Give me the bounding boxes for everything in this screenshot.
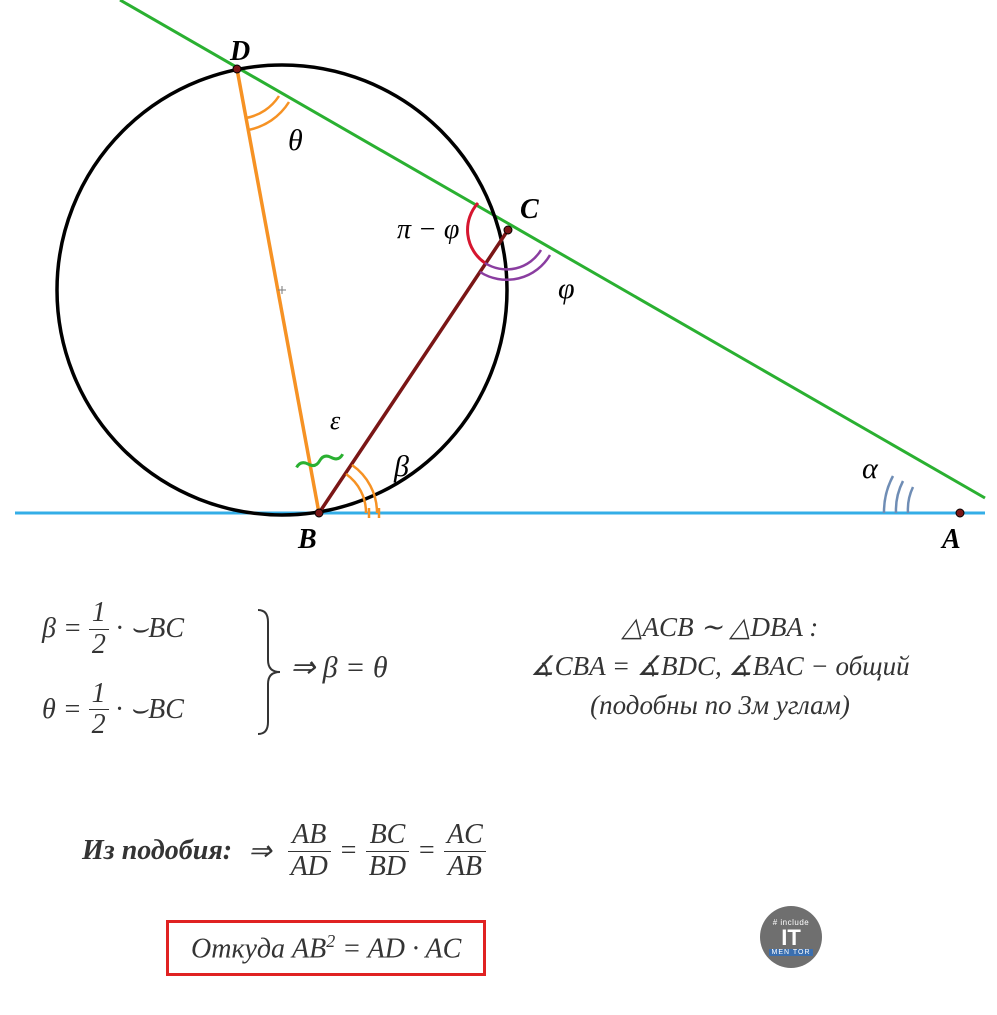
angle-epsilon	[296, 451, 344, 470]
result-suffix: = AD · AC	[335, 933, 461, 964]
proof-ratios: Из подобия: ⇒ AB AD = BC BD = AC AB	[82, 820, 486, 883]
beta-sym: β	[42, 613, 56, 645]
tail-bc-1: · ⌣BC	[116, 613, 184, 645]
implies-arrow: ⇒	[248, 834, 271, 868]
frac-half-1: 1 2	[89, 598, 109, 661]
label-c: C	[520, 194, 539, 226]
label-beta: β	[394, 450, 409, 484]
similarity-row2: ∡CBA = ∡BDC, ∡BAC − общий	[470, 647, 970, 686]
label-b: B	[298, 524, 317, 556]
logo-mid: IT	[781, 927, 801, 949]
frac-half-2: 1 2	[89, 679, 109, 742]
proof-left-system: β = 1 2 · ⌣BC θ = 1 2 · ⌣BC	[42, 598, 184, 741]
theta-sym: θ	[42, 694, 56, 726]
points-group	[233, 65, 964, 517]
label-theta: θ	[288, 124, 303, 158]
result-sup: 2	[326, 931, 335, 951]
label-a: A	[942, 524, 961, 556]
frac-ac-ab: AC AB	[444, 820, 486, 883]
label-alpha: α	[862, 452, 878, 486]
tail-bc-2: · ⌣BC	[116, 694, 184, 726]
similarity-row1: △ACB ∼ △DBA :	[470, 608, 970, 647]
brace-right	[258, 610, 280, 734]
figure-container: D C B A θ π − φ φ ε β α β = 1 2 · ⌣BC θ …	[0, 0, 997, 1015]
label-epsilon: ε	[330, 406, 340, 436]
frac-bc-bd: BC BD	[366, 820, 409, 883]
chord-bd	[237, 69, 319, 513]
from-similarity-text: Из подобия:	[82, 835, 232, 867]
label-phi: φ	[558, 272, 575, 306]
angle-theta	[246, 96, 289, 130]
angle-alpha	[884, 476, 913, 513]
proof-right-block: △ACB ∼ △DBA : ∡CBA = ∡BDC, ∡BAC − общий …	[470, 608, 970, 725]
angle-pi-minus-phi	[468, 203, 485, 263]
angle-beta	[346, 465, 379, 518]
proof-implies-beta-theta: ⇒ β = θ	[290, 650, 388, 685]
label-pi-minus-phi: π − φ	[397, 214, 459, 246]
result-box: Откуда AB2 = AD · AC	[166, 920, 486, 976]
logo-badge: # include IT MEN TOR	[760, 906, 822, 968]
frac-ab-ad: AB AD	[288, 820, 331, 883]
secant-line	[120, 0, 985, 498]
similarity-row3: (подобны по 3м углам)	[470, 686, 970, 725]
logo-bot: MEN TOR	[769, 949, 812, 956]
result-prefix: Откуда AB	[191, 933, 326, 964]
label-d: D	[230, 36, 250, 68]
